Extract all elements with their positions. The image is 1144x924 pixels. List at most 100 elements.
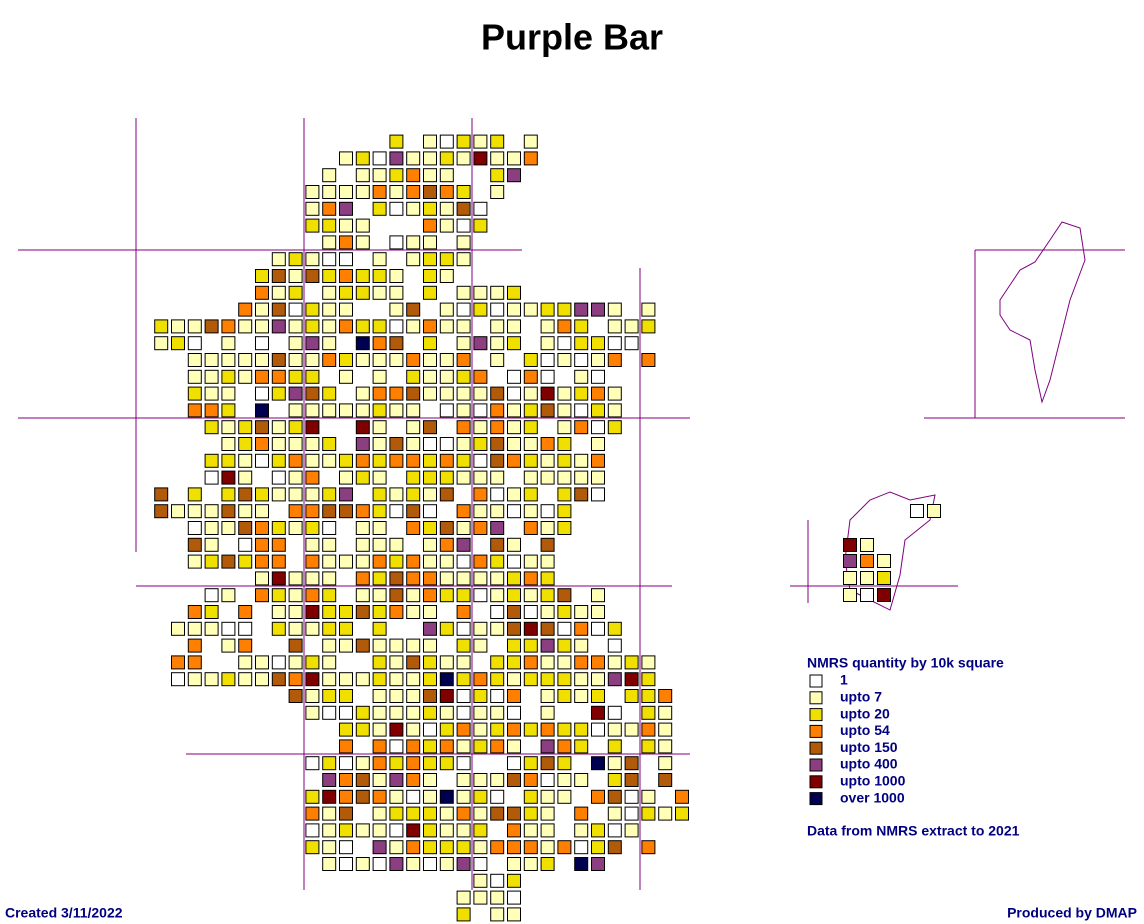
grid-square [171,621,185,636]
grid-square [456,588,471,603]
grid-square [389,336,404,351]
grid-square [372,655,387,670]
grid-square [507,773,521,787]
grid-square [490,705,505,720]
grid-square [507,537,521,552]
grid-square [624,823,639,838]
grid-square [439,201,454,216]
grid-square [238,453,253,468]
grid-square [389,201,404,216]
grid-square [439,571,454,586]
grid-square [288,285,303,300]
grid-square [423,823,437,838]
grid-square [473,621,488,636]
grid-square [406,252,421,267]
grid-square [372,386,387,401]
grid-square [490,689,505,703]
grid-square [473,857,488,871]
grid-square [221,369,236,384]
grid-square [322,353,337,367]
grid-square [322,638,337,653]
grid-square [372,470,387,485]
grid-square [507,672,521,687]
grid-square [624,319,639,334]
grid-square [456,605,471,619]
grid-square [187,353,202,367]
grid-square [624,722,639,737]
grid-square [288,487,303,502]
grid-square [255,403,269,418]
grid-square [355,386,370,401]
grid-square [591,437,605,451]
grid-square [406,470,421,485]
grid-square [423,655,437,670]
grid-square [456,285,471,300]
grid-square [439,537,454,552]
grid-square [473,487,488,502]
grid-square [423,672,437,687]
grid-square [322,773,337,787]
grid-square [372,487,387,502]
grid-square [305,269,320,283]
grid-square [557,353,572,367]
grid-square [540,369,555,384]
grid-square [339,201,353,216]
grid-square [288,403,303,418]
grid-square [305,185,320,199]
grid-square [423,168,437,183]
grid-square [288,655,303,670]
grid-square [355,504,370,519]
grid-square [187,537,202,552]
legend-swatch [809,724,823,738]
grid-square [423,773,437,787]
grid-square [322,336,337,351]
legend-label: upto 1000 [840,773,906,789]
grid-square [271,420,286,435]
grid-square [171,319,185,334]
grid-square [389,134,404,149]
grid-square [456,151,471,166]
source-note: Data from NMRS extract to 2021 [807,823,1020,839]
grid-square [490,672,505,687]
grid-square [187,504,202,519]
grid-square [305,840,320,855]
grid-square [221,386,236,401]
grid-square [389,756,404,771]
grid-square [624,806,639,821]
grid-square [574,773,589,787]
grid-square [456,521,471,535]
grid-square [607,789,622,804]
grid-square [288,319,303,334]
grid-square [355,403,370,418]
grid-square [574,470,589,485]
grid-square [591,672,605,687]
grid-square [221,521,236,535]
grid-square [507,621,521,636]
grid-square [456,201,471,216]
grid-square [439,269,454,283]
grid-square [423,840,437,855]
grid-square [456,437,471,451]
grid-square [423,319,437,334]
grid-square [204,672,219,687]
grid-square [255,571,269,586]
grid-square [406,773,421,787]
grid-square [507,437,521,451]
grid-square [288,605,303,619]
grid-square [456,621,471,636]
grid-square [490,487,505,502]
grid-square [271,319,286,334]
grid-square [389,689,404,703]
grid-square [473,403,488,418]
grid-square [439,134,454,149]
legend-label: upto 7 [840,689,882,705]
grid-square [355,672,370,687]
grid-square [557,453,572,468]
grid-square [355,823,370,838]
grid-square [540,605,555,619]
grid-square [490,571,505,586]
grid-square [456,134,471,149]
grid-square [523,420,538,435]
grid-square [540,470,555,485]
grid-square [658,739,673,754]
